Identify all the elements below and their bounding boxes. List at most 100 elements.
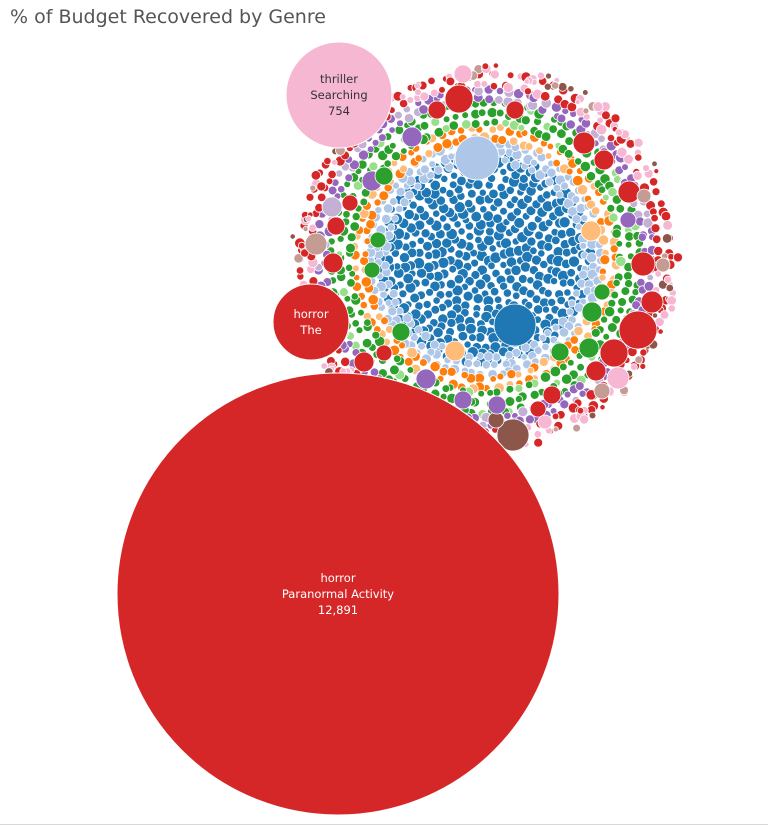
movie-bubble-518[interactable]: [426, 171, 435, 180]
movie-bubble-872[interactable]: [566, 358, 575, 367]
movie-bubble-1119[interactable]: [563, 390, 572, 399]
movie-bubble-721[interactable]: [569, 335, 579, 345]
movie-bubble-892[interactable]: [393, 354, 402, 363]
movie-bubble-1015[interactable]: [368, 161, 379, 172]
movie-bubble-865[interactable]: [603, 306, 616, 318]
movie-bubble-996[interactable]: [355, 326, 364, 335]
movie-bubble-259[interactable]: [468, 333, 477, 342]
movie-bubble-524[interactable]: [428, 160, 437, 169]
movie-bubble-725[interactable]: [538, 356, 549, 367]
movie-bubble-298[interactable]: [420, 187, 432, 199]
movie-bubble-1632[interactable]: [567, 85, 575, 93]
movie-bubble-81[interactable]: [472, 293, 484, 305]
movie-bubble-1735[interactable]: [550, 342, 570, 362]
movie-bubble-1709[interactable]: [651, 312, 659, 319]
movie-bubble-977[interactable]: [514, 395, 523, 404]
movie-bubble-668[interactable]: [367, 294, 379, 306]
movie-bubble-201[interactable]: [422, 299, 432, 309]
movie-bubble-1746[interactable]: [375, 344, 393, 362]
movie-bubble-196[interactable]: [464, 322, 477, 335]
movie-bubble-151[interactable]: [425, 287, 435, 297]
movie-bubble-879[interactable]: [505, 384, 515, 394]
movie-bubble-740[interactable]: [406, 346, 418, 359]
movie-bubble-707[interactable]: [590, 206, 601, 216]
movie-bubble-1613[interactable]: [399, 93, 407, 101]
movie-bubble-1168[interactable]: [371, 138, 380, 147]
movie-bubble-561[interactable]: [520, 353, 528, 361]
movie-bubble-89[interactable]: [479, 205, 488, 214]
movie-bubble-97[interactable]: [531, 254, 542, 266]
movie-bubble-513[interactable]: [395, 204, 404, 214]
movie-bubble-1356[interactable]: [623, 154, 634, 165]
movie-bubble-676[interactable]: [365, 219, 376, 230]
movie-bubble-61[interactable]: [437, 256, 450, 269]
movie-bubble-52[interactable]: [448, 264, 458, 274]
movie-bubble-1676[interactable]: [657, 328, 664, 335]
movie-bubble-1736[interactable]: [578, 337, 600, 359]
movie-bubble-535[interactable]: [530, 158, 538, 167]
movie-bubble-816[interactable]: [546, 142, 555, 151]
movie-bubble-962[interactable]: [616, 306, 625, 315]
movie-bubble-940[interactable]: [548, 124, 558, 134]
movie-bubble-484[interactable]: [543, 329, 552, 338]
movie-bubble-1731[interactable]: [593, 382, 611, 400]
movie-bubble-118[interactable]: [512, 207, 522, 217]
movie-bubble-248[interactable]: [558, 278, 568, 288]
movie-bubble-941[interactable]: [556, 128, 567, 139]
movie-bubble-838[interactable]: [490, 117, 500, 127]
movie-bubble-114[interactable]: [474, 194, 486, 206]
movie-bubble-1447[interactable]: [419, 91, 430, 102]
movie-bubble-65[interactable]: [453, 220, 462, 229]
movie-bubble-1339[interactable]: [489, 82, 498, 91]
movie-bubble-1673[interactable]: [633, 137, 644, 148]
movie-bubble-1690[interactable]: [579, 414, 590, 425]
movie-bubble-1544[interactable]: [427, 76, 436, 86]
movie-bubble-1671[interactable]: [582, 107, 590, 115]
movie-bubble-738[interactable]: [419, 358, 428, 367]
movie-bubble-140[interactable]: [423, 261, 435, 274]
movie-bubble-1749[interactable]: [529, 400, 547, 418]
movie-bubble-1739[interactable]: [374, 166, 394, 186]
movie-bubble-187[interactable]: [543, 288, 553, 298]
movie-bubble-991[interactable]: [389, 364, 400, 376]
movie-bubble-695[interactable]: [508, 136, 519, 147]
movie-bubble-1724[interactable]: [487, 411, 505, 429]
movie-bubble-1641[interactable]: [634, 355, 643, 365]
movie-bubble-169[interactable]: [525, 205, 537, 217]
movie-bubble-314[interactable]: [558, 216, 571, 229]
movie-bubble-1413[interactable]: [340, 356, 351, 367]
movie-bubble-45[interactable]: [505, 274, 516, 285]
movie-bubble-1725[interactable]: [453, 390, 473, 410]
movie-bubble-101[interactable]: [512, 291, 521, 300]
movie-bubble-164[interactable]: [478, 188, 487, 197]
movie-bubble-714[interactable]: [598, 273, 607, 282]
movie-bubble-877[interactable]: [525, 380, 534, 389]
movie-bubble-942[interactable]: [564, 136, 574, 146]
movie-bubble-186[interactable]: [549, 276, 559, 286]
movie-bubble-1352[interactable]: [595, 124, 608, 136]
movie-bubble-1171[interactable]: [396, 119, 404, 128]
movie-bubble-5[interactable]: [470, 258, 480, 268]
movie-bubble-688[interactable]: [441, 138, 453, 150]
movie-bubble-836[interactable]: [470, 119, 481, 129]
movie-bubble-1571[interactable]: [316, 181, 327, 192]
movie-bubble-311[interactable]: [542, 190, 552, 200]
movie-bubble-485[interactable]: [538, 333, 547, 342]
movie-bubble-673[interactable]: [361, 250, 370, 258]
movie-bubble-464[interactable]: [528, 166, 537, 175]
movie-bubble-1733[interactable]: [444, 340, 466, 362]
movie-bubble-1754[interactable]: [636, 188, 652, 204]
movie-bubble-1599[interactable]: [596, 116, 604, 124]
movie-bubble-685[interactable]: [414, 154, 423, 163]
movie-bubble-588[interactable]: [382, 203, 394, 214]
movie-bubble-1713[interactable]: [618, 310, 658, 350]
movie-bubble-1647[interactable]: [533, 437, 544, 448]
movie-bubble-306[interactable]: [499, 167, 508, 176]
movie-bubble-1732[interactable]: [580, 220, 602, 242]
movie-bubble-56[interactable]: [457, 227, 466, 236]
movie-bubble-1552[interactable]: [506, 71, 515, 79]
movie-bubble-1714[interactable]: [599, 338, 629, 368]
movie-bubble-29[interactable]: [464, 276, 475, 287]
movie-bubble-121[interactable]: [534, 230, 544, 241]
movie-bubble-1679[interactable]: [297, 241, 306, 250]
